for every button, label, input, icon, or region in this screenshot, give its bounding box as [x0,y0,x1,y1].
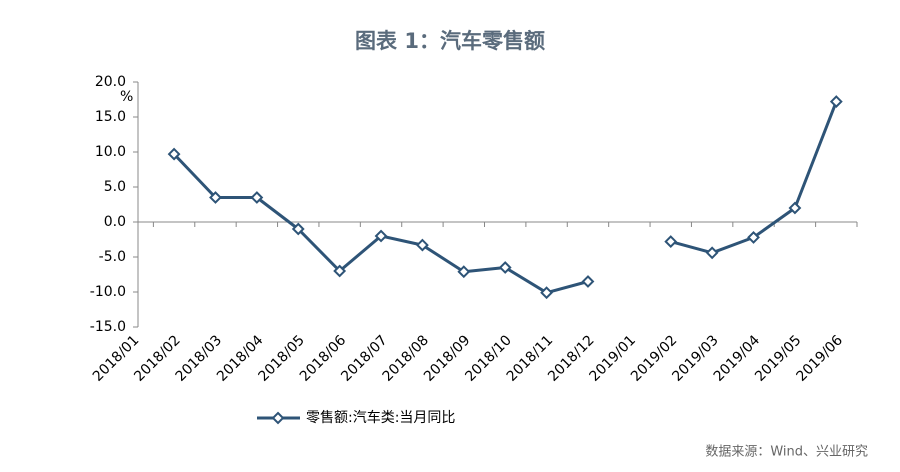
y-tick-label: -15.0 [90,319,126,335]
point [788,201,802,215]
point [664,235,678,249]
point [540,286,553,300]
source-note: 数据来源：Wind、兴业研究 [705,445,868,460]
y-tick-label: 20.0 [95,74,126,90]
point [374,229,388,243]
point [498,261,512,274]
point [829,95,843,109]
y-tick-label: 15.0 [95,109,126,125]
y-tick-label: -5.0 [99,249,126,265]
chart-title: 图表 1：汽车零售额 [355,29,545,53]
point [291,222,305,236]
y-tick-label: 5.0 [104,179,126,195]
legend-marker [271,411,285,425]
point [457,265,471,279]
point [747,230,760,244]
point [581,275,595,288]
y-unit: % [120,89,133,105]
y-tick-label: 0.0 [104,214,126,230]
point [416,238,429,252]
point [705,246,719,260]
point [167,147,181,161]
y-tick-label: -10.0 [90,284,126,300]
point [209,191,222,204]
point [250,191,264,204]
point [333,264,347,278]
y-tick-label: 10.0 [95,144,126,160]
legend-label: 零售额:汽车类:当月同比 [306,409,455,426]
